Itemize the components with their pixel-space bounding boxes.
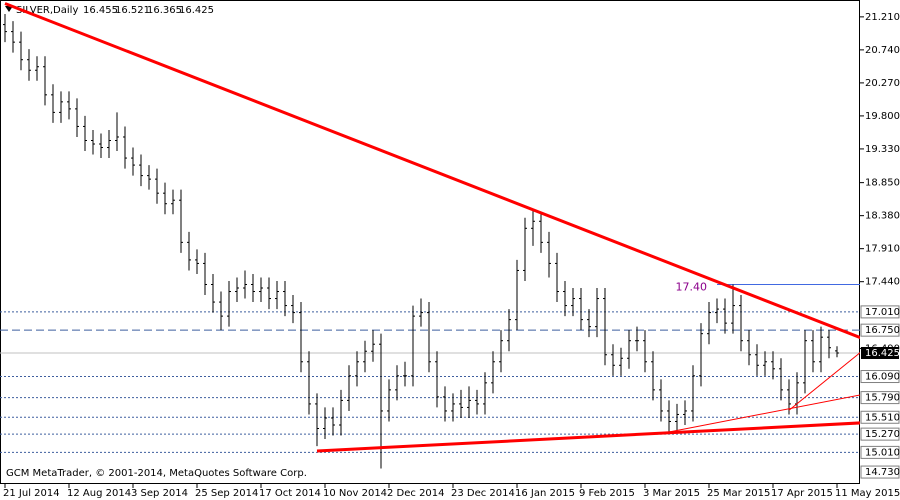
- x-tick-label: 9 Feb 2015: [579, 488, 635, 499]
- x-tick-label: 10 Nov 2014: [323, 488, 387, 499]
- y-tick-label: 18.380: [865, 211, 900, 222]
- header-marker: [5, 6, 13, 12]
- level-label: 16.090: [865, 372, 900, 383]
- x-tick-label: 21 Jul 2014: [3, 488, 60, 499]
- header-low: 16.365: [147, 5, 182, 16]
- level-label-box: [860, 445, 900, 459]
- x-tick-label: 25 Sep 2014: [195, 488, 258, 499]
- header-open: 16.455: [83, 5, 118, 16]
- trend-line: [788, 352, 860, 411]
- y-tick-label: 18.850: [865, 178, 900, 189]
- x-tick-label: 17 Oct 2014: [259, 488, 321, 499]
- current-price-label: 16.425: [865, 348, 900, 359]
- y-tick-label: 19.330: [865, 144, 900, 155]
- level-label-box: [860, 391, 900, 405]
- level-label-box: [860, 465, 900, 479]
- x-tick-label: 3 Mar 2015: [643, 488, 700, 499]
- y-tick-label: 17.440: [865, 277, 900, 288]
- level-label: 15.510: [865, 412, 900, 423]
- horizontal-line-label: 17.40: [676, 280, 708, 293]
- y-tick-label: 20.740: [865, 45, 900, 56]
- trend-line: [316, 421, 860, 453]
- x-tick-label: 16 Jan 2015: [515, 488, 575, 499]
- y-tick-label: 21.210: [865, 12, 900, 23]
- y-tick-label: 17.910: [865, 244, 900, 255]
- trend-line: [668, 394, 860, 433]
- level-label-box: [860, 370, 900, 384]
- level-label-box: [860, 323, 900, 337]
- level-label: 16.750: [865, 325, 900, 336]
- level-label-box: [860, 410, 900, 424]
- y-tick-label: 19.800: [865, 111, 900, 122]
- level-label: 14.730: [865, 467, 900, 478]
- x-tick-label: 23 Dec 2014: [451, 488, 515, 499]
- level-label: 15.270: [865, 429, 900, 440]
- x-tick-label: 17 Apr 2015: [771, 488, 833, 499]
- plot-frame: [0, 0, 860, 484]
- level-label: 15.010: [865, 447, 900, 458]
- level-label: 17.010: [865, 307, 900, 318]
- x-tick-label: 2 Dec 2014: [387, 488, 445, 499]
- x-tick-label: 25 Mar 2015: [707, 488, 770, 499]
- y-tick-label: 20.270: [865, 78, 900, 89]
- x-tick-label: 11 May 2015: [835, 488, 900, 499]
- header-high: 16.521: [115, 5, 150, 16]
- x-tick-label: 3 Sep 2014: [131, 488, 188, 499]
- x-tick-label: 12 Aug 2014: [67, 488, 131, 499]
- header-close: 16.425: [179, 5, 214, 16]
- copyright: GCM MetaTrader, © 2001-2014, MetaQuotes …: [6, 468, 307, 479]
- chart-title: SILVER,Daily: [16, 5, 78, 16]
- trend-line: [4, 2, 860, 340]
- level-label-box: [860, 427, 900, 441]
- current-price-box: [861, 346, 899, 359]
- level-label: 15.790: [865, 393, 900, 404]
- level-label-box: [860, 305, 900, 319]
